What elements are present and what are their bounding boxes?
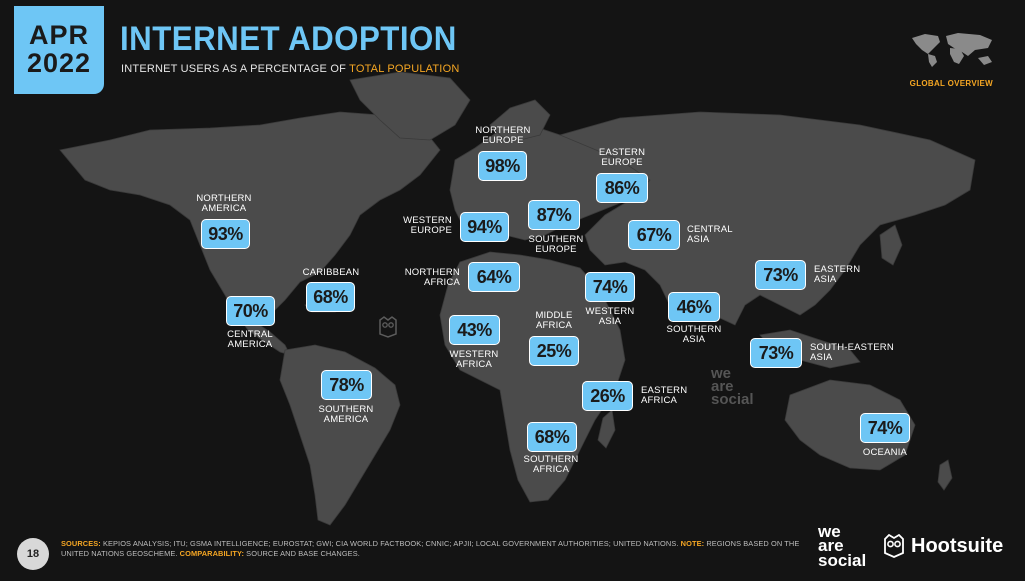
value-western-africa: 43% <box>449 315 500 345</box>
date-month: APR <box>28 20 89 51</box>
page-number: 18 <box>17 538 49 570</box>
label-central-asia: CENTRAL ASIA <box>687 224 733 246</box>
label-western-europe: WESTERN EUROPE <box>403 215 452 237</box>
value-south-eastern-asia: 73% <box>750 338 802 368</box>
overview-label: GLOBAL OVERVIEW <box>909 79 993 88</box>
date-badge: APR 2022 <box>14 6 104 94</box>
value-northern-america: 93% <box>201 219 250 249</box>
label-middle-africa: MIDDLE AFRICA <box>535 310 573 332</box>
label-eastern-europe: EASTERN EUROPE <box>598 147 646 169</box>
value-eastern-africa: 26% <box>582 381 633 411</box>
owl-watermark-icon <box>379 316 397 338</box>
value-eastern-asia: 73% <box>755 260 806 290</box>
sources-note: SOURCES: KEPIOS ANALYSIS; ITU; GSMA INTE… <box>61 539 800 558</box>
value-oceania: 74% <box>860 413 910 443</box>
hootsuite-wordmark: Hootsuite <box>911 534 1004 557</box>
subtitle-highlight: TOTAL POPULATION <box>349 63 460 75</box>
owl-icon <box>884 534 904 558</box>
label-central-america: CENTRAL AMERICA <box>227 329 273 351</box>
value-southern-asia: 46% <box>668 292 720 322</box>
label-southern-asia: SOUTHERN ASIA <box>666 324 722 346</box>
value-southern-america: 78% <box>321 370 372 400</box>
label-south-eastern-asia: SOUTH-EASTERN ASIA <box>810 342 894 364</box>
label-eastern-africa: EASTERN AFRICA <box>641 385 688 407</box>
label-oceania: OCEANIA <box>862 447 908 458</box>
label-western-asia: WESTERN ASIA <box>585 306 635 328</box>
page-subtitle: INTERNET USERS AS A PERCENTAGE OF TOTAL … <box>121 63 459 75</box>
value-southern-africa: 68% <box>527 422 577 452</box>
value-middle-africa: 25% <box>529 336 579 366</box>
value-western-europe: 94% <box>460 212 509 242</box>
value-eastern-europe: 86% <box>596 173 648 203</box>
label-northern-europe: NORTHERN EUROPE <box>475 125 531 147</box>
label-southern-america: SOUTHERN AMERICA <box>318 404 374 426</box>
label-southern-europe: SOUTHERN EUROPE <box>528 234 584 256</box>
page-title: INTERNET ADOPTION <box>120 20 457 58</box>
value-northern-africa: 64% <box>468 262 520 292</box>
subtitle-prefix: INTERNET USERS AS A PERCENTAGE OF <box>121 63 350 75</box>
label-northern-africa: NORTHERN AFRICA <box>404 267 460 289</box>
we-are-social-logo: we are social <box>818 522 867 570</box>
label-northern-america: NORTHERN AMERICA <box>196 193 252 215</box>
value-central-america: 70% <box>226 296 275 326</box>
label-southern-africa: SOUTHERN AFRICA <box>523 454 579 476</box>
value-central-asia: 67% <box>628 220 680 250</box>
value-caribbean: 68% <box>306 282 355 312</box>
label-eastern-asia: EASTERN ASIA <box>814 264 861 286</box>
label-western-africa: WESTERN AFRICA <box>449 349 499 371</box>
label-caribbean: CARIBBEAN <box>302 267 360 278</box>
value-western-asia: 74% <box>585 272 635 302</box>
we-are-social-watermark: we are social <box>711 365 754 408</box>
hootsuite-logo: Hootsuite <box>883 534 1003 558</box>
date-year: 2022 <box>26 48 92 78</box>
global-overview-map-icon <box>912 33 992 67</box>
value-northern-europe: 98% <box>478 151 527 181</box>
value-southern-europe: 87% <box>528 200 580 230</box>
